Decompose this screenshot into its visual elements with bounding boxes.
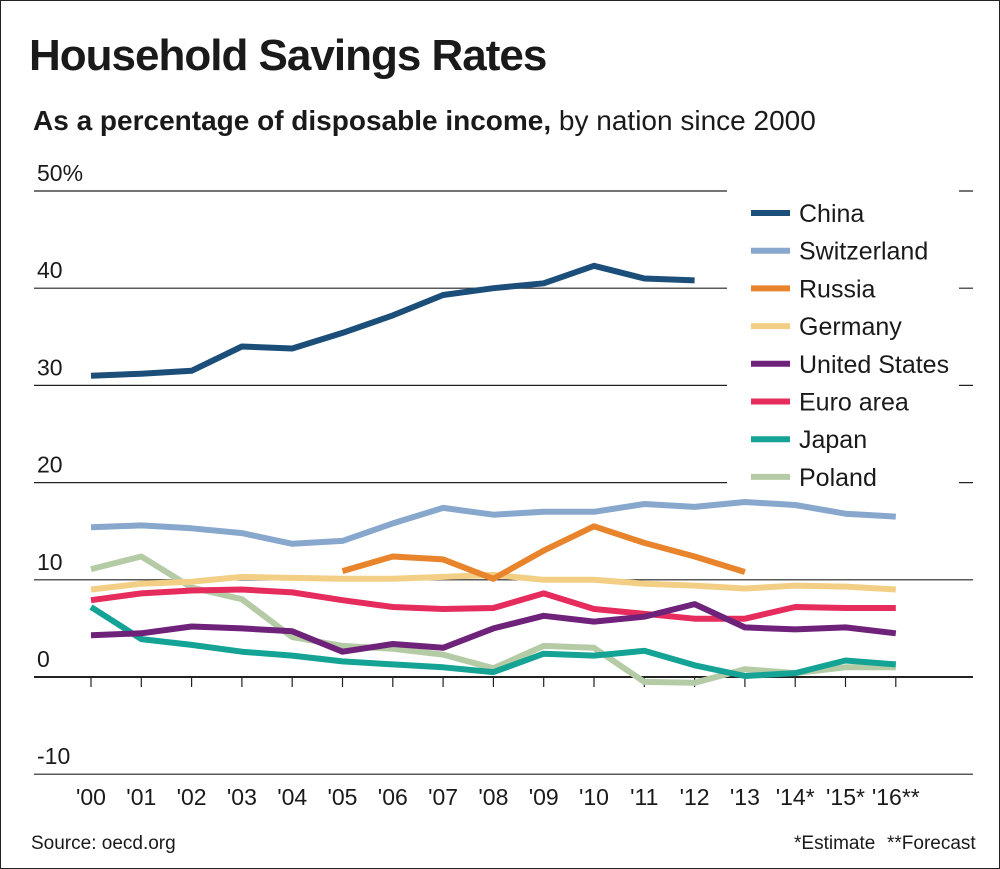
x-tick-label: '11: [630, 784, 658, 810]
chart-subtitle-rest: by nation since 2000: [551, 105, 816, 136]
x-tick-label: '05: [328, 784, 358, 810]
x-tick-label: '09: [529, 784, 559, 810]
x-tick-label: '12: [680, 784, 710, 810]
legend-label-poland: Poland: [799, 464, 877, 492]
x-tick-label: '13: [730, 784, 760, 810]
legend-label-germany: Germany: [799, 313, 902, 341]
legend-label-united-states: United States: [799, 351, 949, 379]
y-tick-label: 50%: [37, 160, 83, 186]
x-tick-label: '03: [227, 784, 257, 810]
chart-subtitle-bold: As a percentage of disposable income,: [33, 105, 552, 136]
series-line-switzerland: [90, 499, 896, 547]
x-tick-label: '06: [378, 784, 408, 810]
source-note: Source: oecd.org: [31, 833, 176, 854]
series-line-china: [90, 262, 695, 379]
legend-label-china: China: [799, 200, 864, 228]
y-tick-label: -10: [37, 743, 70, 769]
series-line-germany: [90, 571, 896, 593]
y-tick-label: 10: [37, 549, 63, 575]
x-tick-label: '08: [478, 784, 508, 810]
x-tick-label: '00: [76, 784, 106, 810]
legend-label-switzerland: Switzerland: [799, 238, 928, 266]
series-line-japan: [89, 604, 897, 679]
x-tick-label: '10: [579, 784, 609, 810]
chart-subtitle: As a percentage of disposable income, by…: [33, 105, 816, 137]
legend-label-russia: Russia: [799, 275, 876, 303]
y-tick-label: 40: [37, 257, 63, 283]
legend-background: [727, 190, 959, 498]
legend-label-euro-area: Euro area: [799, 389, 909, 417]
y-tick-label: 20: [37, 452, 63, 478]
x-tick-label: '14*: [776, 784, 815, 810]
series-line-united-states: [90, 601, 897, 655]
x-tick-label: '01: [126, 784, 156, 810]
series-line-euro-area: [90, 586, 896, 622]
x-tick-label: '02: [177, 784, 207, 810]
series-line-russia: [341, 523, 746, 582]
x-tick-label: '07: [428, 784, 458, 810]
y-tick-label: 0: [37, 646, 50, 672]
legend-label-japan: Japan: [799, 426, 867, 454]
forecast-note: **Forecast: [887, 833, 976, 854]
series-line-poland: [90, 553, 896, 686]
chart-title: Household Savings Rates: [29, 31, 547, 80]
y-tick-label: 30: [37, 354, 63, 380]
x-tick-label: '16**: [872, 784, 920, 810]
x-tick-label: '04: [277, 784, 307, 810]
estimate-note: *Estimate: [794, 833, 876, 854]
x-tick-label: '15*: [826, 784, 865, 810]
